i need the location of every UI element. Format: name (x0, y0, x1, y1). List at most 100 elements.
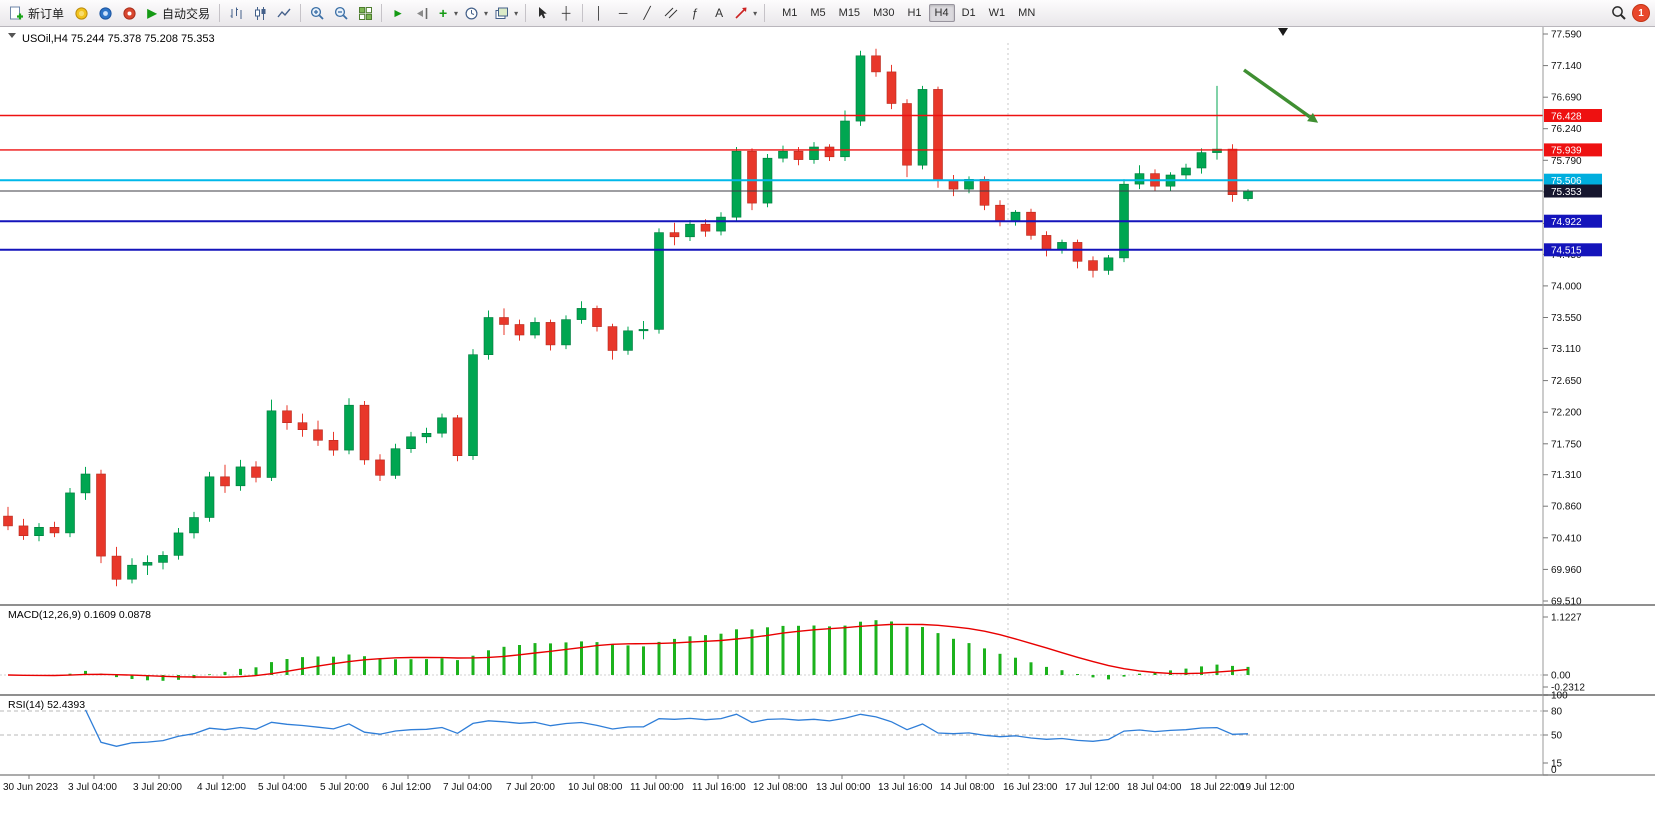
time-axis-label: 7 Jul 04:00 (443, 782, 492, 793)
price-tag-74.922-text: 74.922 (1551, 217, 1582, 228)
price-tag-75.506 (1544, 173, 1602, 187)
price-tick-label: 72.200 (1551, 408, 1582, 419)
rsi-label: RSI(14) 52.4393 (8, 699, 85, 711)
rsi-line (84, 709, 1249, 747)
channel-icon (664, 6, 678, 20)
current-price-tag (1544, 184, 1602, 198)
time-axis-label: 5 Jul 04:00 (258, 782, 307, 793)
timeframe-button-h1[interactable]: H1 (901, 4, 927, 22)
candle-body (1227, 148, 1238, 195)
zoom-in-button[interactable] (306, 2, 328, 24)
candle-body (1134, 173, 1145, 185)
chevron-down-icon: ▾ (484, 8, 489, 18)
fibonacci-button[interactable]: ƒ (684, 2, 706, 24)
candle-body (499, 317, 509, 325)
chart-title: USOil,H4 75.244 75.378 75.208 75.353 (22, 33, 215, 45)
timeframe-button-h4[interactable]: H4 (928, 4, 955, 22)
price-tick-label: 69.510 (1551, 597, 1582, 608)
candlestick-chart-button[interactable] (249, 2, 271, 24)
timeframe-button-mn[interactable]: MN (1012, 4, 1041, 22)
timeframe-button-m5[interactable]: M5 (804, 4, 831, 22)
templates-button[interactable]: ▾ (492, 2, 520, 24)
price-tick-label: 77.140 (1551, 61, 1582, 72)
symbol-marker-icon[interactable] (8, 33, 16, 38)
crosshair-icon: ┼ (561, 6, 571, 20)
candle-body (1088, 260, 1098, 271)
time-axis-label: 19 Jul 12:00 (1240, 782, 1295, 793)
vertical-line-button[interactable]: │ (588, 2, 610, 24)
autotrading-label: 自动交易 (162, 6, 211, 21)
candle-body (607, 326, 618, 351)
price-tick-label: 76.240 (1551, 124, 1582, 135)
price-tick-label: 73.550 (1551, 313, 1582, 324)
toolbar-separator (381, 4, 383, 22)
candle-body (80, 473, 91, 494)
candle-body (545, 322, 556, 346)
indicators-button[interactable]: + ▾ (435, 2, 460, 24)
support-button[interactable] (118, 2, 140, 24)
chevron-down-icon: ▾ (514, 8, 519, 18)
zoom-out-button[interactable] (330, 2, 352, 24)
periods-button[interactable]: ▾ (462, 2, 490, 24)
price-tag-74.922 (1544, 214, 1602, 228)
candle-body (1103, 257, 1114, 271)
line-chart-button[interactable] (273, 2, 295, 24)
channel-button[interactable] (660, 2, 682, 24)
chart-shift-icon (415, 6, 430, 21)
price-tick-label: 74.000 (1551, 281, 1582, 292)
timeframe-button-m15[interactable]: M15 (833, 4, 866, 22)
timeframe-button-w1[interactable]: W1 (983, 4, 1012, 22)
time-marker-icon[interactable] (1278, 28, 1288, 36)
price-chart[interactable]: 77.59077.14076.69076.24075.79075.34074.8… (0, 27, 1655, 835)
price-tick-label: 75.790 (1551, 156, 1582, 167)
arrow-object[interactable] (1242, 68, 1312, 119)
price-tick-label: 70.410 (1551, 533, 1582, 544)
quotes-button[interactable] (70, 2, 92, 24)
candle-body (266, 410, 277, 478)
time-axis-label: 6 Jul 12:00 (382, 782, 431, 793)
candle-body (34, 526, 44, 536)
timeframe-button-m1[interactable]: M1 (776, 4, 803, 22)
rsi-axis-label: 100 (1551, 691, 1568, 702)
macd-axis-label: 1.1227 (1551, 613, 1582, 624)
candle-body (127, 564, 137, 580)
arrow-tools-button[interactable]: ▾ (732, 2, 759, 24)
horizontal-line-icon: ─ (618, 6, 628, 20)
text-button[interactable]: A (708, 2, 730, 24)
candle-body (654, 232, 664, 330)
add-indicator-icon: + (438, 5, 448, 21)
candle-body (561, 319, 571, 346)
trendline-button[interactable]: ╱ (636, 2, 658, 24)
time-axis-label: 5 Jul 20:00 (320, 782, 369, 793)
timeframe-button-d1[interactable]: D1 (956, 4, 982, 22)
auto-scroll-icon: ► (392, 6, 404, 20)
candle-body (251, 466, 261, 478)
crosshair-button[interactable]: ┼ (555, 2, 577, 24)
tile-windows-button[interactable] (354, 2, 376, 24)
candle-body (576, 308, 587, 320)
candle-body (18, 525, 29, 536)
candle-body (235, 466, 246, 487)
horizontal-line-button[interactable]: ─ (612, 2, 634, 24)
bar-chart-button[interactable] (225, 2, 247, 24)
search-button[interactable] (1608, 2, 1630, 24)
cursor-icon (536, 6, 549, 20)
auto-scroll-button[interactable]: ► (387, 2, 409, 24)
notification-badge[interactable]: 1 (1632, 4, 1650, 22)
arrow-object-head[interactable] (1307, 112, 1319, 123)
candle-body (623, 330, 633, 351)
community-button[interactable] (94, 2, 116, 24)
autotrading-button[interactable]: ▶ 自动交易 (142, 2, 214, 24)
candle-body (871, 55, 881, 73)
new-order-button[interactable]: 新订单 (5, 2, 68, 24)
cursor-button[interactable] (531, 2, 553, 24)
price-tick-label: 72.650 (1551, 376, 1582, 387)
trendline-icon: ╱ (643, 6, 651, 20)
chart-shift-button[interactable] (411, 2, 433, 24)
rsi-axis-label: 15 (1551, 759, 1563, 770)
price-tick-label: 70.860 (1551, 502, 1582, 513)
candle-body (390, 448, 401, 476)
fibonacci-icon: ƒ (691, 6, 699, 20)
time-axis-label: 3 Jul 04:00 (68, 782, 117, 793)
timeframe-button-m30[interactable]: M30 (867, 4, 900, 22)
